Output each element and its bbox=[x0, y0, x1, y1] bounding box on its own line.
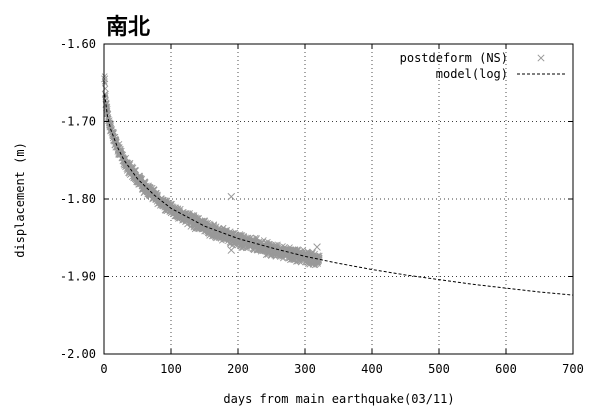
scatter-point bbox=[105, 119, 113, 127]
x-tick-label: 700 bbox=[562, 362, 584, 376]
scatter-outlier bbox=[227, 192, 236, 201]
scatter-points bbox=[101, 75, 322, 264]
y-axis-label: displacement (m) bbox=[13, 142, 27, 258]
legend-label-model: model(log) bbox=[436, 67, 508, 81]
scatter-outlier bbox=[227, 246, 236, 254]
x-tick-label: 200 bbox=[227, 362, 249, 376]
scatter-outlier bbox=[313, 243, 321, 251]
scatter-point bbox=[234, 236, 242, 244]
x-tick-label: 0 bbox=[100, 362, 107, 376]
scatter-point bbox=[154, 195, 162, 203]
x-tick-label: 400 bbox=[361, 362, 383, 376]
x-tick-label: 600 bbox=[495, 362, 517, 376]
scatter-point bbox=[308, 255, 316, 263]
scatter-point bbox=[294, 252, 302, 260]
legend: postdeform (NS) model(log) bbox=[400, 51, 566, 81]
scatter-point bbox=[207, 226, 215, 234]
x-tick-label: 100 bbox=[160, 362, 182, 376]
legend-marker-postdeform bbox=[537, 54, 545, 62]
plot-area bbox=[101, 73, 574, 296]
chart-title: 南北 bbox=[106, 15, 150, 40]
y-tick-label: -1.70 bbox=[60, 115, 96, 129]
scatter-point bbox=[187, 217, 195, 225]
y-tick-label: -1.80 bbox=[60, 192, 96, 206]
scatter-point bbox=[127, 159, 134, 166]
scatter-point bbox=[194, 220, 202, 228]
scatter-point bbox=[314, 256, 322, 264]
scatter-point bbox=[101, 90, 109, 98]
y-axis: -1.60 -1.70 -1.80 -1.90 -2.00 bbox=[60, 37, 573, 361]
scatter-point bbox=[300, 246, 307, 253]
x-tick-label: 300 bbox=[294, 362, 316, 376]
x-axis: 0 100 200 300 400 500 600 700 bbox=[100, 44, 584, 376]
scatter-point bbox=[108, 128, 116, 136]
scatter-point bbox=[101, 73, 108, 80]
scatter-point bbox=[140, 183, 148, 191]
scatter-point bbox=[254, 241, 262, 250]
scatter-point bbox=[110, 128, 117, 135]
y-tick-label: -1.60 bbox=[60, 37, 96, 51]
scatter-point bbox=[221, 231, 229, 239]
plot-frame bbox=[103, 43, 574, 355]
y-tick-label: -1.90 bbox=[60, 270, 96, 284]
legend-x-marker bbox=[537, 54, 545, 62]
scatter-point bbox=[167, 205, 175, 213]
scatter-point bbox=[133, 167, 140, 174]
scatter-point bbox=[274, 247, 282, 255]
scatter-point bbox=[180, 213, 188, 221]
scatter-point bbox=[103, 110, 111, 118]
x-axis-label: days from main earthquake(03/11) bbox=[223, 392, 454, 406]
scatter-point bbox=[301, 253, 309, 261]
x-tick-label: 500 bbox=[428, 362, 450, 376]
scatter-point bbox=[267, 245, 276, 253]
y-tick-label: -2.00 bbox=[60, 347, 96, 361]
model-line bbox=[104, 94, 574, 296]
scatter-point bbox=[288, 250, 296, 258]
scatter-point bbox=[113, 143, 121, 151]
legend-label-postdeform: postdeform (NS) bbox=[400, 51, 508, 65]
scatter-point bbox=[101, 75, 109, 83]
scatter-point bbox=[147, 189, 155, 197]
